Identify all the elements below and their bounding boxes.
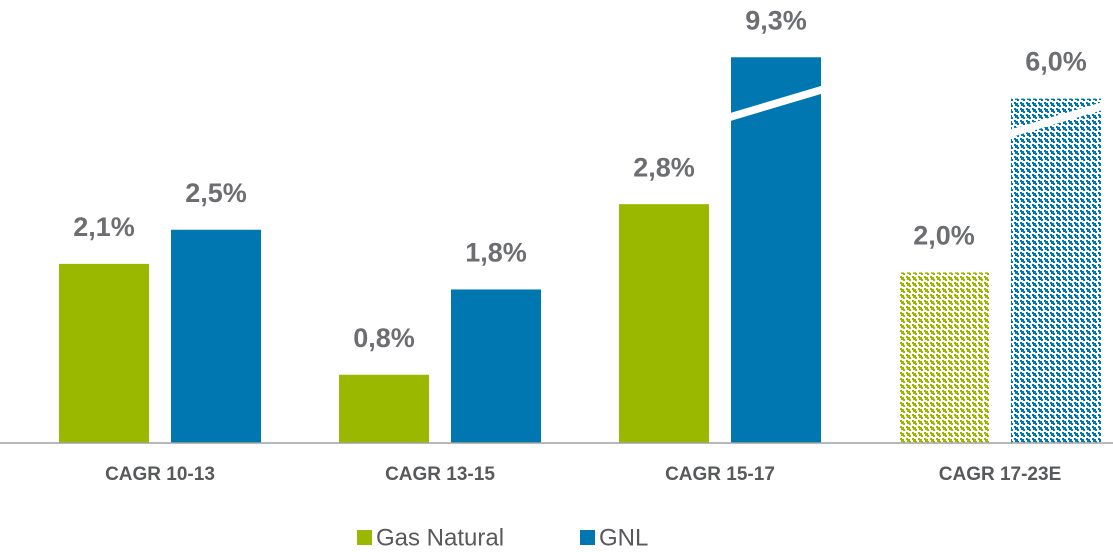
data-label: 2,1% <box>73 212 135 242</box>
bar <box>451 289 541 443</box>
data-label: 2,0% <box>913 221 975 251</box>
bar <box>171 229 261 443</box>
bar <box>619 204 709 443</box>
legend-label: GNL <box>599 524 648 551</box>
x-tick-label: CAGR 17-23E <box>939 464 1062 485</box>
data-label: 0,8% <box>353 323 415 353</box>
axis-break <box>1009 101 1103 138</box>
legend-swatch <box>580 530 595 545</box>
bar <box>731 57 821 444</box>
bar <box>339 374 429 443</box>
data-label: 1,8% <box>465 238 527 268</box>
data-label: 2,5% <box>185 178 247 208</box>
bar <box>59 263 149 443</box>
legend-label: Gas Natural <box>376 524 504 551</box>
x-tick-label: CAGR 13-15 <box>385 464 495 485</box>
x-tick-label: CAGR 15-17 <box>665 464 775 485</box>
bar <box>899 272 989 443</box>
x-tick-label: CAGR 10-13 <box>105 464 215 485</box>
axis-break <box>729 85 823 122</box>
data-label: 2,8% <box>633 152 695 182</box>
data-label: 9,3% <box>745 5 807 35</box>
data-label: 6,0% <box>1025 47 1087 77</box>
legend-swatch <box>357 530 372 545</box>
bar <box>1011 98 1101 443</box>
